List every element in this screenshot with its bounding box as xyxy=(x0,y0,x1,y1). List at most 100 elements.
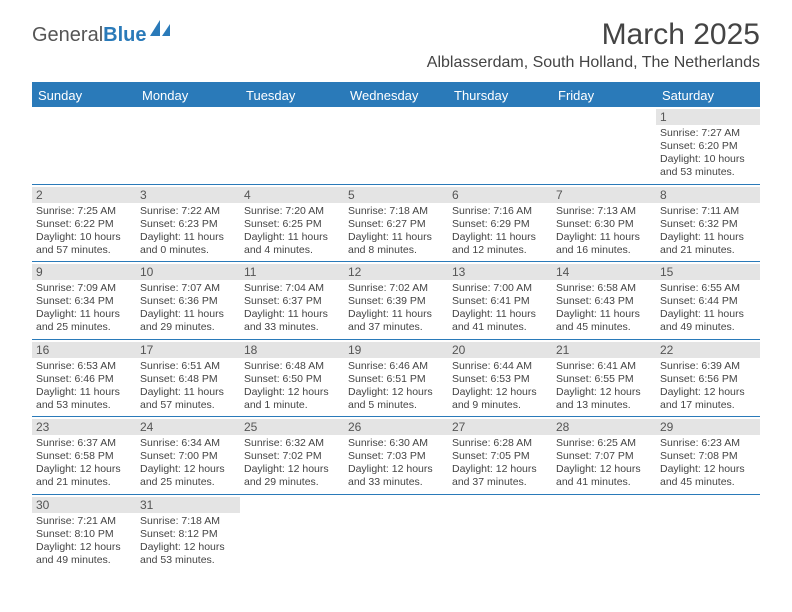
sunrise-text: Sunrise: 6:30 AM xyxy=(348,437,444,450)
sunset-text: Sunset: 7:08 PM xyxy=(660,450,756,463)
calendar-cell: 17 Sunrise: 6:51 AMSunset: 6:48 PMDayligh… xyxy=(136,339,240,417)
daylight-text: Daylight: 12 hours and 5 minutes. xyxy=(348,386,444,412)
daylight-text: Daylight: 11 hours and 57 minutes. xyxy=(140,386,236,412)
day-info: Sunrise: 6:48 AMSunset: 6:50 PMDaylight:… xyxy=(244,360,340,413)
sunset-text: Sunset: 6:50 PM xyxy=(244,373,340,386)
day-info: Sunrise: 7:13 AMSunset: 6:30 PMDaylight:… xyxy=(556,205,652,258)
day-info: Sunrise: 6:44 AMSunset: 6:53 PMDaylight:… xyxy=(452,360,548,413)
daylight-text: Daylight: 12 hours and 21 minutes. xyxy=(36,463,132,489)
sunrise-text: Sunrise: 7:04 AM xyxy=(244,282,340,295)
title-block: March 2025 Alblasserdam, South Holland, … xyxy=(427,18,760,72)
day-info: Sunrise: 7:21 AMSunset: 8:10 PMDaylight:… xyxy=(36,515,132,568)
sail-icon xyxy=(150,20,172,44)
daylight-text: Daylight: 12 hours and 25 minutes. xyxy=(140,463,236,489)
day-number: 1 xyxy=(656,109,760,125)
day-number: 5 xyxy=(344,187,448,203)
day-header-thu: Thursday xyxy=(448,84,552,107)
calendar-cell: 23Sunrise: 6:37 AMSunset: 6:58 PMDayligh… xyxy=(32,417,136,495)
calendar-cell: 7 Sunrise: 7:13 AMSunset: 6:30 PMDaylight… xyxy=(552,184,656,262)
day-number: 28 xyxy=(552,419,656,435)
day-info: Sunrise: 6:39 AMSunset: 6:56 PMDaylight:… xyxy=(660,360,756,413)
calendar-cell: 21Sunrise: 6:41 AMSunset: 6:55 PMDayligh… xyxy=(552,339,656,417)
calendar-cell xyxy=(240,494,344,571)
daylight-text: Daylight: 11 hours and 16 minutes. xyxy=(556,231,652,257)
sunset-text: Sunset: 6:30 PM xyxy=(556,218,652,231)
calendar-cell: 9Sunrise: 7:09 AMSunset: 6:34 PMDaylight… xyxy=(32,262,136,340)
day-number: 17 xyxy=(136,342,240,358)
calendar-cell xyxy=(448,107,552,184)
sunset-text: Sunset: 6:53 PM xyxy=(452,373,548,386)
logo-text-blue: Blue xyxy=(103,24,146,47)
sunset-text: Sunset: 6:32 PM xyxy=(660,218,756,231)
sunset-text: Sunset: 6:56 PM xyxy=(660,373,756,386)
sunrise-text: Sunrise: 7:07 AM xyxy=(140,282,236,295)
calendar-cell xyxy=(552,107,656,184)
sunrise-text: Sunrise: 6:55 AM xyxy=(660,282,756,295)
calendar-cell: 22Sunrise: 6:39 AMSunset: 6:56 PMDayligh… xyxy=(656,339,760,417)
calendar-row: 23Sunrise: 6:37 AMSunset: 6:58 PMDayligh… xyxy=(32,417,760,495)
calendar-cell xyxy=(344,494,448,571)
calendar-cell xyxy=(344,107,448,184)
day-info: Sunrise: 7:04 AMSunset: 6:37 PMDaylight:… xyxy=(244,282,340,335)
day-number: 31 xyxy=(136,497,240,513)
sunrise-text: Sunrise: 6:46 AM xyxy=(348,360,444,373)
sunrise-text: Sunrise: 6:32 AM xyxy=(244,437,340,450)
day-number: 10 xyxy=(136,264,240,280)
calendar-table: Sunday Monday Tuesday Wednesday Thursday… xyxy=(32,84,760,571)
daylight-text: Daylight: 11 hours and 53 minutes. xyxy=(36,386,132,412)
calendar-cell: 26Sunrise: 6:30 AMSunset: 7:03 PMDayligh… xyxy=(344,417,448,495)
day-number: 23 xyxy=(32,419,136,435)
daylight-text: Daylight: 11 hours and 29 minutes. xyxy=(140,308,236,334)
day-info: Sunrise: 6:51 AMSunset: 6:48 PMDaylight:… xyxy=(140,360,236,413)
day-number: 25 xyxy=(240,419,344,435)
calendar-cell: 3Sunrise: 7:22 AMSunset: 6:23 PMDaylight… xyxy=(136,184,240,262)
calendar-cell: 18Sunrise: 6:48 AMSunset: 6:50 PMDayligh… xyxy=(240,339,344,417)
calendar-cell xyxy=(32,107,136,184)
sunset-text: Sunset: 6:36 PM xyxy=(140,295,236,308)
calendar-cell: 4 Sunrise: 7:20 AMSunset: 6:25 PMDaylight… xyxy=(240,184,344,262)
day-info: Sunrise: 7:00 AMSunset: 6:41 PMDaylight:… xyxy=(452,282,548,335)
sunset-text: Sunset: 6:51 PM xyxy=(348,373,444,386)
daylight-text: Daylight: 11 hours and 4 minutes. xyxy=(244,231,340,257)
sunset-text: Sunset: 6:27 PM xyxy=(348,218,444,231)
calendar-cell xyxy=(448,494,552,571)
day-number: 7 xyxy=(552,187,656,203)
daylight-text: Daylight: 11 hours and 21 minutes. xyxy=(660,231,756,257)
calendar-cell: 30Sunrise: 7:21 AMSunset: 8:10 PMDayligh… xyxy=(32,494,136,571)
calendar-row: 1Sunrise: 7:27 AMSunset: 6:20 PMDaylight… xyxy=(32,107,760,184)
day-number: 20 xyxy=(448,342,552,358)
sunset-text: Sunset: 7:07 PM xyxy=(556,450,652,463)
logo-text-general: General xyxy=(32,24,103,47)
daylight-text: Daylight: 11 hours and 8 minutes. xyxy=(348,231,444,257)
day-number: 16 xyxy=(32,342,136,358)
day-number: 4 xyxy=(240,187,344,203)
day-number: 29 xyxy=(656,419,760,435)
day-info: Sunrise: 7:09 AMSunset: 6:34 PMDaylight:… xyxy=(36,282,132,335)
day-info: Sunrise: 6:41 AMSunset: 6:55 PMDaylight:… xyxy=(556,360,652,413)
day-info: Sunrise: 6:32 AMSunset: 7:02 PMDaylight:… xyxy=(244,437,340,490)
sunset-text: Sunset: 6:58 PM xyxy=(36,450,132,463)
sunrise-text: Sunrise: 6:58 AM xyxy=(556,282,652,295)
calendar-row: 16Sunrise: 6:53 AMSunset: 6:46 PMDayligh… xyxy=(32,339,760,417)
sunset-text: Sunset: 6:55 PM xyxy=(556,373,652,386)
sunrise-text: Sunrise: 6:25 AM xyxy=(556,437,652,450)
daylight-text: Daylight: 11 hours and 37 minutes. xyxy=(348,308,444,334)
sunset-text: Sunset: 6:22 PM xyxy=(36,218,132,231)
day-number: 27 xyxy=(448,419,552,435)
sunrise-text: Sunrise: 7:09 AM xyxy=(36,282,132,295)
sunrise-text: Sunrise: 7:11 AM xyxy=(660,205,756,218)
day-info: Sunrise: 7:20 AMSunset: 6:25 PMDaylight:… xyxy=(244,205,340,258)
calendar-row: 30Sunrise: 7:21 AMSunset: 8:10 PMDayligh… xyxy=(32,494,760,571)
sunrise-text: Sunrise: 7:18 AM xyxy=(348,205,444,218)
day-info: Sunrise: 7:22 AMSunset: 6:23 PMDaylight:… xyxy=(140,205,236,258)
day-number: 13 xyxy=(448,264,552,280)
sunset-text: Sunset: 6:43 PM xyxy=(556,295,652,308)
calendar-cell: 29Sunrise: 6:23 AMSunset: 7:08 PMDayligh… xyxy=(656,417,760,495)
day-info: Sunrise: 6:55 AMSunset: 6:44 PMDaylight:… xyxy=(660,282,756,335)
day-number: 26 xyxy=(344,419,448,435)
day-info: Sunrise: 7:25 AMSunset: 6:22 PMDaylight:… xyxy=(36,205,132,258)
daylight-text: Daylight: 12 hours and 41 minutes. xyxy=(556,463,652,489)
daylight-text: Daylight: 12 hours and 49 minutes. xyxy=(36,541,132,567)
calendar-cell: 13 Sunrise: 7:00 AMSunset: 6:41 PMDayligh… xyxy=(448,262,552,340)
page-subtitle: Alblasserdam, South Holland, The Netherl… xyxy=(427,54,760,72)
